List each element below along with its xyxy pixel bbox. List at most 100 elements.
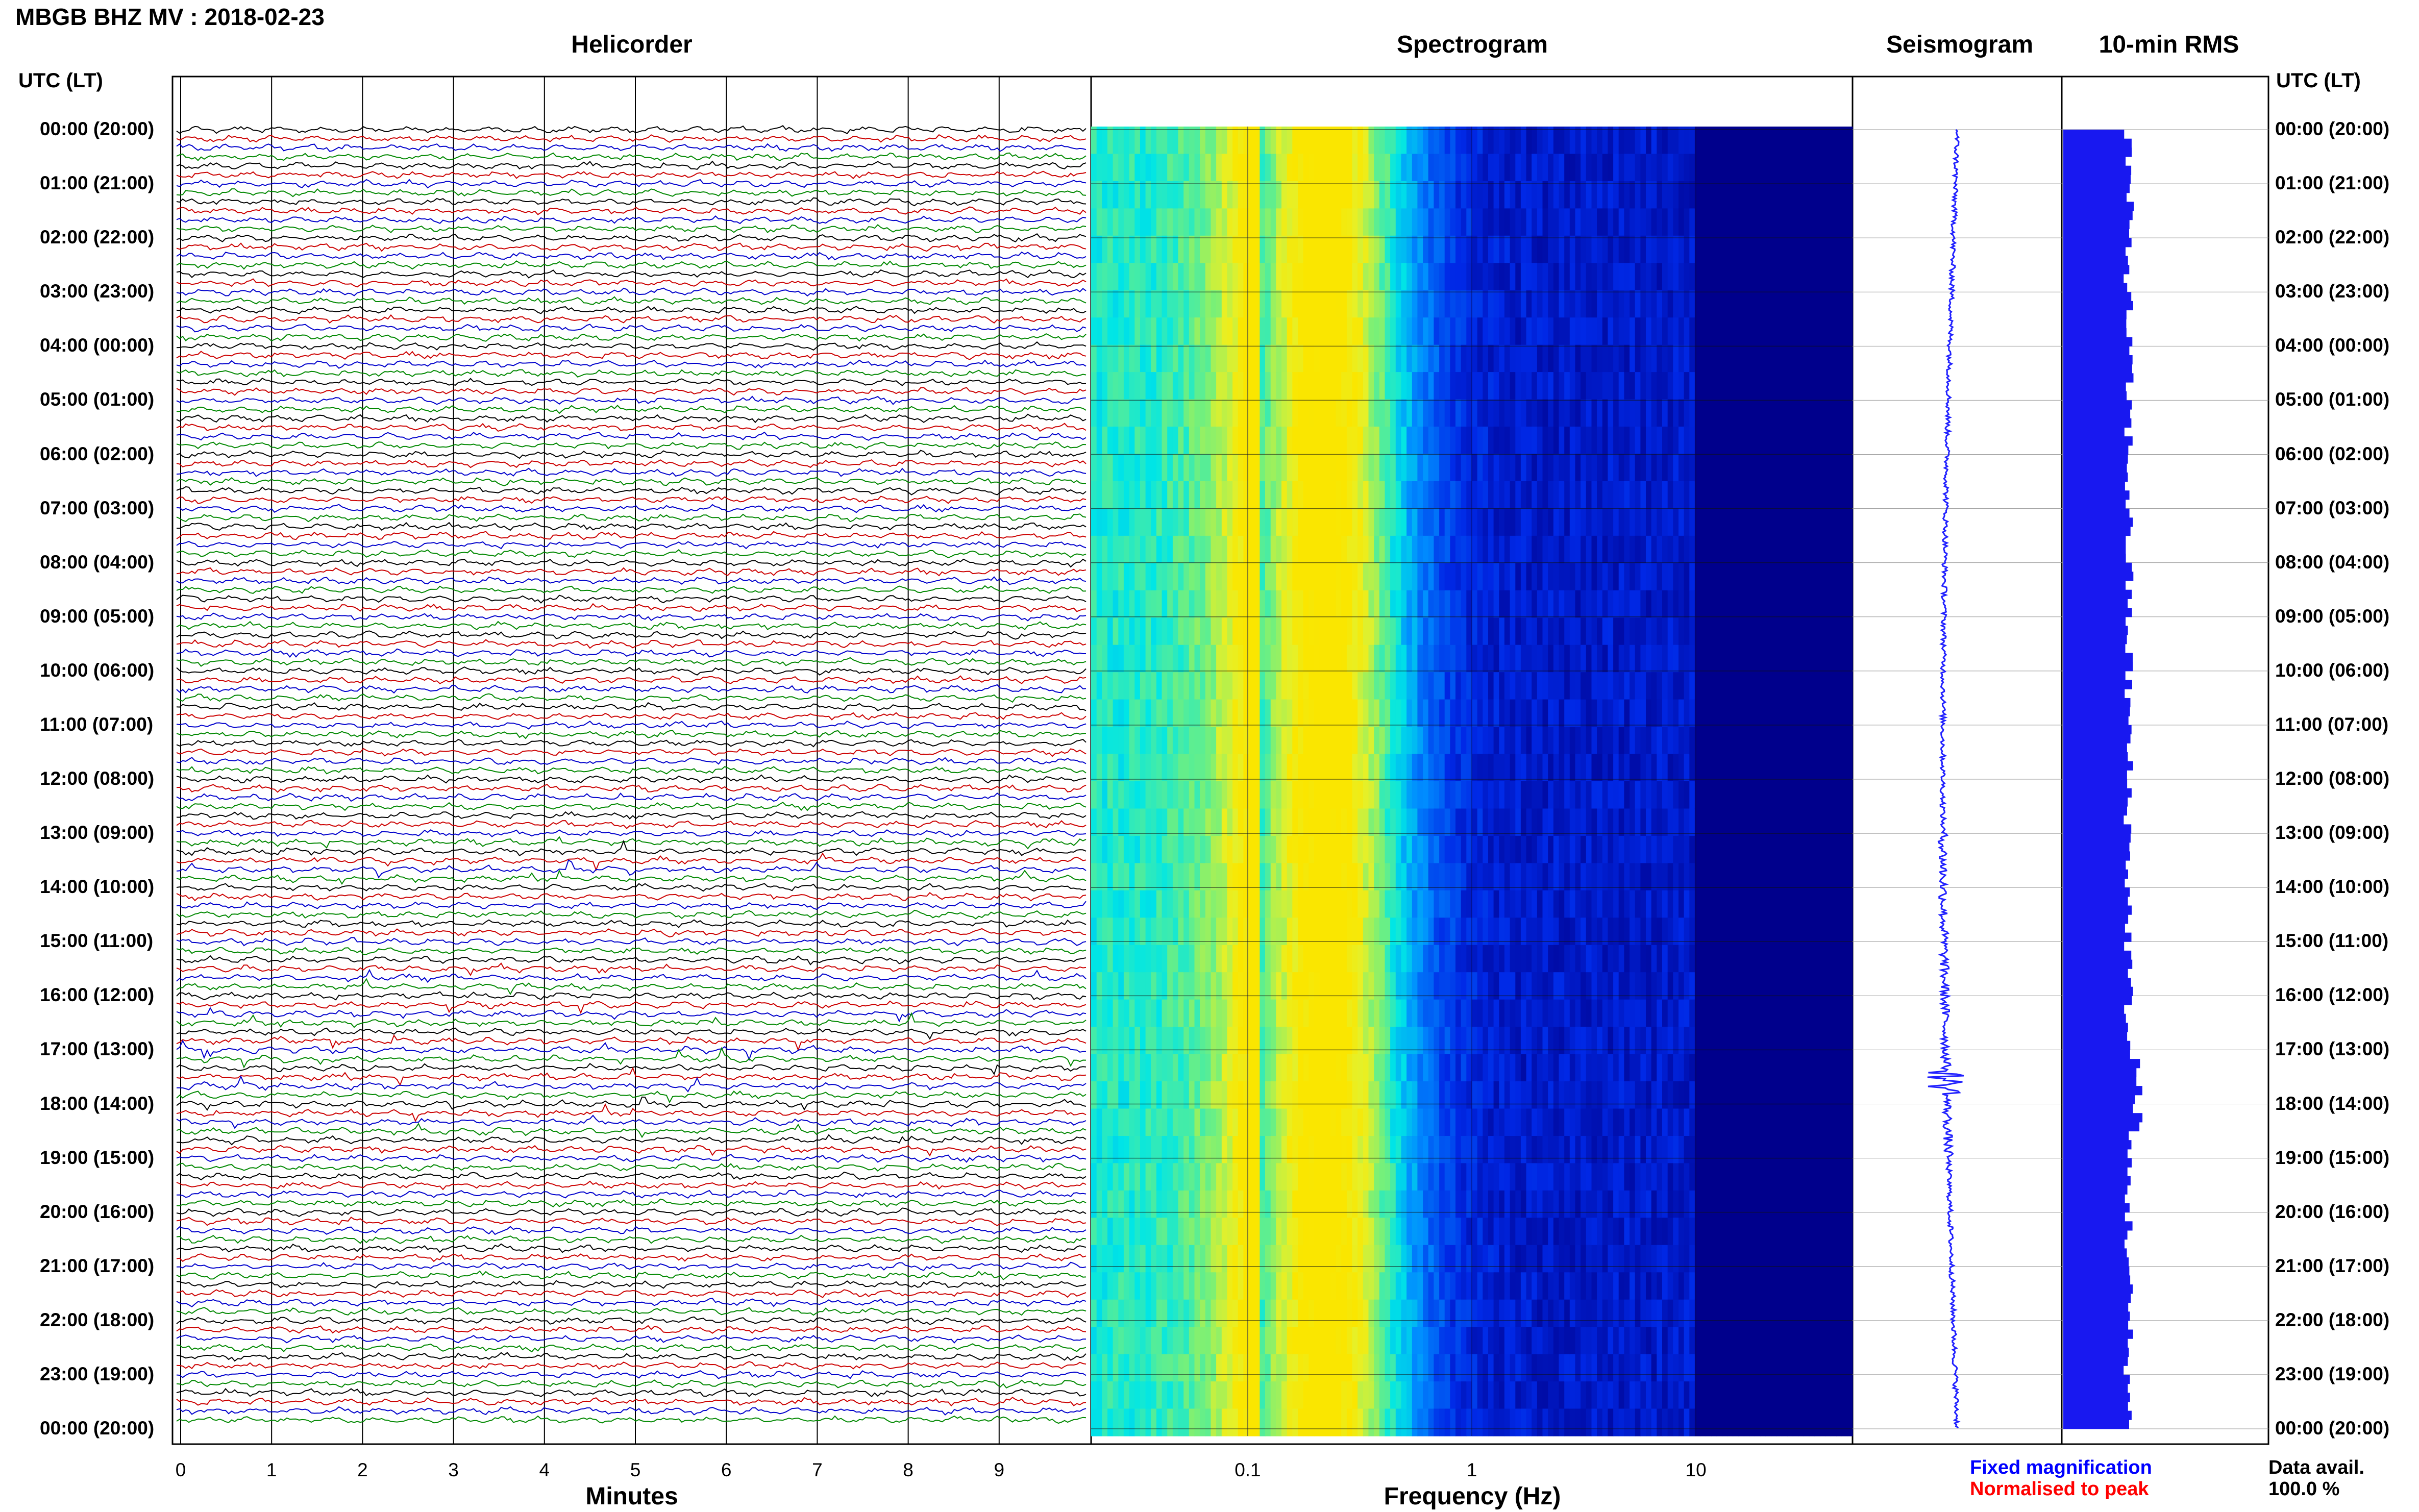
spectrogram-cell [1608,727,1614,755]
helicorder-trace [176,369,1087,378]
spectrogram-cell [1450,1081,1456,1109]
spectrogram-cell [1374,918,1380,946]
spectrogram-cell [1575,1408,1581,1436]
spectrogram-cell [1499,181,1505,209]
spectrogram-cell [1439,154,1445,182]
spectrogram-cell [1406,699,1413,727]
helicorder-trace [176,576,1087,585]
spectrogram-cell [1216,344,1222,373]
spectrogram-cell [1129,235,1135,263]
spectrogram-cell [1183,754,1190,782]
hour-label-right: 19:00 (15:00) [2275,1147,2390,1168]
spectrogram-cell [1363,481,1369,509]
spectrogram-cell [1167,590,1173,618]
spectrogram-cell [1401,645,1407,673]
spectrogram-cell [1569,1163,1576,1191]
spectrogram-cell [1374,372,1380,400]
spectrogram-cell [1444,1327,1450,1355]
spectrogram-cell [1613,1354,1619,1382]
spectrogram-cell [1102,617,1108,646]
spectrogram-cell [1483,1163,1489,1191]
spectrogram-cell [1270,645,1276,673]
spectrogram-cell [1298,1108,1304,1136]
spectrogram-cell [1276,999,1282,1027]
spectrogram-cell [1515,563,1521,591]
hour-label-right: 21:00 (17:00) [2275,1255,2390,1276]
spectrogram-cell [1113,754,1119,782]
spectrogram-cell [1412,508,1418,536]
spectrogram-cell [1520,1299,1527,1327]
spectrogram-cell [1526,727,1532,755]
spectrogram-cell [1200,290,1206,318]
spectrogram-cell [1151,1218,1157,1246]
spectrogram-cell [1249,263,1255,291]
spectrogram-cell [1483,645,1489,673]
spectrogram-cell [1330,263,1337,291]
spectrogram-cell [1205,945,1212,973]
spectrogram-cell [1113,590,1119,618]
spectrogram-cell [1559,617,1565,646]
spectrogram-cell [1205,699,1212,727]
spectrogram-cell [1227,208,1233,236]
spectrogram-cell [1477,1408,1483,1436]
spectrogram-cell [1200,863,1206,891]
spectrogram-cell [1303,727,1309,755]
spectrogram-cell [1151,508,1157,536]
spectrogram-cell [1145,1190,1151,1218]
spectrogram-cell [1352,808,1358,836]
spectrogram-cell [1553,1081,1560,1109]
spectrogram-cell [1581,127,1587,155]
spectrogram-cell [1450,1218,1456,1246]
spectrogram-cell [1472,508,1478,536]
spectrogram-cell [1542,1299,1548,1327]
spectrogram-cell [1374,1354,1380,1382]
spectrogram-cell [1352,1381,1358,1409]
spectrogram-cell [1472,754,1478,782]
spectrogram-cell [1477,863,1483,891]
spectrogram-cell [1134,427,1141,455]
spectrogram-cell [1624,808,1630,836]
spectrogram-cell [1477,945,1483,973]
spectrogram-cell [1265,999,1271,1027]
spectrogram-cell [1542,127,1548,155]
spectrogram-cell [1575,1163,1581,1191]
spectrogram-cell [1216,1381,1222,1409]
spectrogram-cell [1303,454,1309,482]
spectrogram-cell [1145,208,1151,236]
spectrogram-cell [1162,1054,1168,1082]
spectrogram-cell [1488,890,1494,918]
spectrogram-cell [1504,208,1511,236]
spectrogram-cell [1624,617,1630,646]
spectrogram-cell [1477,535,1483,563]
spectrogram-cell [1123,1354,1130,1382]
spectrogram-cell [1417,208,1423,236]
spectrogram-cell [1608,1081,1614,1109]
spectrogram-cell [1423,1218,1429,1246]
spectrogram-cell [1189,1354,1195,1382]
spectrogram-cell [1287,344,1293,373]
spectrogram-cell [1319,1327,1325,1355]
spectrogram-cell [1515,427,1521,455]
spectrogram-cell [1483,1190,1489,1218]
spectrogram-cell [1575,699,1581,727]
minute-tick-label: 5 [630,1459,641,1480]
spectrogram-cell [1401,1163,1407,1191]
spectrogram-cell [1325,1299,1331,1327]
spectrogram-cell [1581,1054,1587,1082]
spectrogram-cell [1123,481,1130,509]
spectrogram-cell [1608,1136,1614,1164]
spectrogram-cell [1221,1190,1228,1218]
spectrogram-cell [1597,918,1603,946]
spectrogram-cell [1450,427,1456,455]
spectrogram-cell [1113,945,1119,973]
spectrogram-cell [1194,945,1200,973]
spectrogram-cell [1624,563,1630,591]
spectrogram-cell [1298,1327,1304,1355]
spectrogram-cell [1341,290,1347,318]
spectrogram-cell [1613,208,1619,236]
spectrogram-cell [1374,563,1380,591]
spectrogram-cell [1455,617,1462,646]
spectrogram-cell [1569,508,1576,536]
spectrogram-cell [1591,699,1597,727]
spectrogram-cell [1618,317,1624,345]
